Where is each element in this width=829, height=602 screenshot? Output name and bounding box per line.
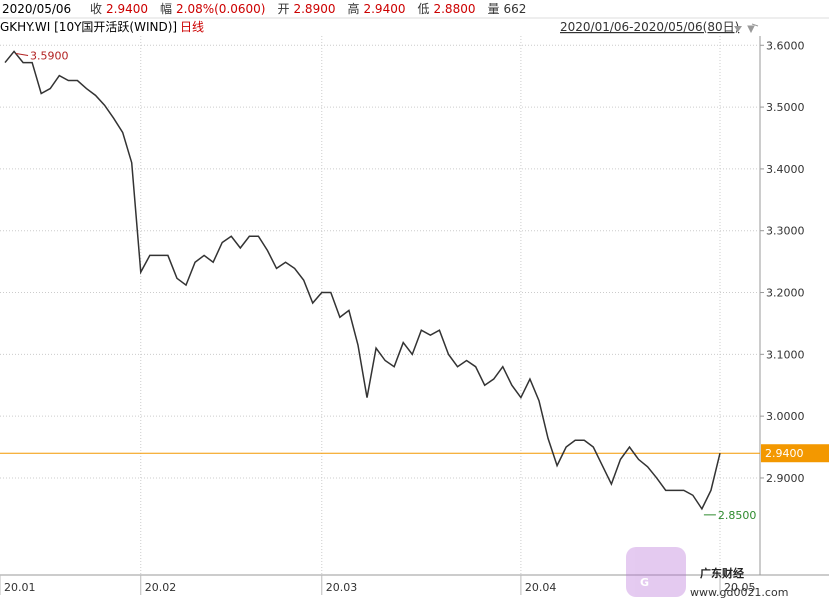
header-label: 幅 [160,1,172,16]
period: 日线 [180,20,204,34]
date-range[interactable]: 2020/01/06-2020/05/06(80日) [560,20,739,34]
x-tick-label: 20.03 [326,581,358,594]
y-tick-label: 3.3000 [766,225,805,238]
header-label: 收 [90,2,102,16]
security-code: GKHY.WI [10Y国开活跃(WIND)] [0,20,177,34]
reference-label-box [761,444,829,463]
header-value: 2.9400 [106,2,148,16]
y-tick-label: 3.1000 [766,348,805,361]
header-value: 2.8900 [293,2,335,16]
reference-label: 2.9400 [765,447,804,460]
x-tick-label: 20.05 [724,581,756,594]
y-tick-label: 3.6000 [766,39,805,52]
y-tick-label: 3.4000 [766,163,805,176]
x-tick-label: 20.01 [4,581,36,594]
annotation-label: 3.5900 [30,49,68,62]
header-value: 662 [503,2,526,16]
price-line [4,50,721,511]
svg-text:G: G [640,576,649,589]
header-date: 2020/05/06 [2,2,71,16]
header-value: 2.8800 [433,2,475,16]
watermark-logo: G [626,547,686,597]
header-label: 量 [487,2,499,16]
watermark-brand: 广东财经 [700,566,744,580]
x-tick-label: 20.02 [145,581,177,594]
y-tick-label: 3.5000 [766,101,805,114]
header-value: 2.9400 [363,2,405,16]
settings-icon[interactable] [747,23,759,34]
watermark-url: www.gd0021.com [690,586,788,599]
x-tick-label: 20.04 [525,581,557,594]
annotation-arrow [15,52,29,56]
y-tick-label: 2.9000 [766,472,805,485]
header-label: 高 [347,1,359,16]
header-label: 开 [277,2,289,16]
plot-area: 2.9000 3.0000 3.1000 3.2000 3.3000 3.4000 3.50… [0,36,829,595]
y-tick-label: 3.2000 [766,287,805,300]
annotation-label: 2.8500 [718,509,757,522]
dropdown-icon[interactable] [734,26,742,32]
header-value: 2.08%(0.0600) [176,2,265,16]
y-tick-label: 3.0000 [766,410,805,423]
header-items: 收 2.9400 幅 2.08%(0.0600) 开 2.8900 高 2.9400 低 2.88… [90,1,526,16]
header-label: 低 [417,2,429,16]
